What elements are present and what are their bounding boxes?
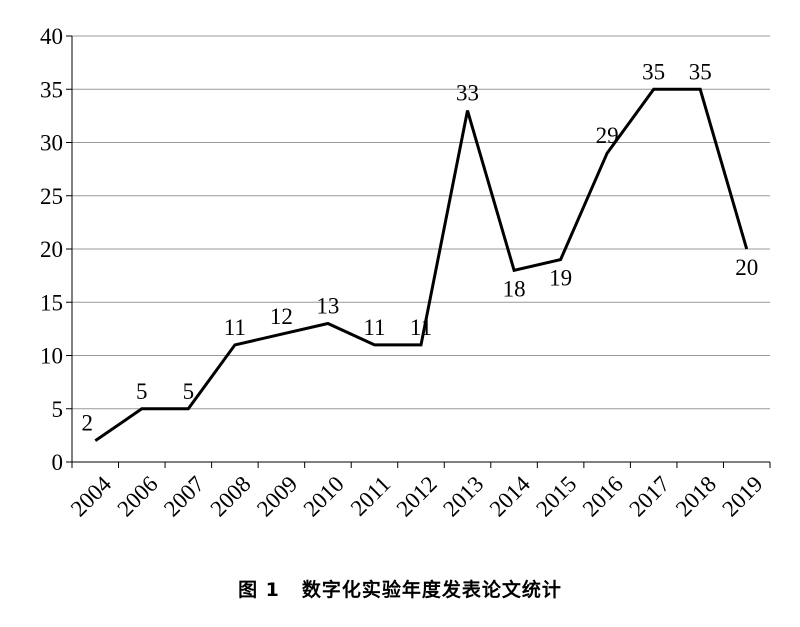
ytick-label-15: 15 [40, 290, 63, 315]
series-line [94, 87, 749, 442]
ytick-label-40: 40 [40, 24, 63, 49]
grid-lines [72, 35, 770, 410]
ytick-label-25: 25 [40, 184, 63, 209]
xtick-label-2015: 2015 [531, 471, 581, 521]
xtick-label-2011: 2011 [346, 471, 396, 521]
xtick-label-2018: 2018 [671, 471, 721, 521]
data-label-2016: 29 [596, 123, 619, 148]
line-chart: 0 5 10 15 20 25 30 35 40 2004 2006 2007 2008 2009 201… [40, 24, 771, 522]
ytick-label-5: 5 [52, 397, 64, 422]
figure-number: 图 1 [238, 579, 280, 601]
data-label-2019: 20 [735, 255, 758, 280]
xtick-label-2004: 2004 [66, 471, 117, 522]
data-label-2008: 11 [224, 315, 246, 340]
ytick-label-10: 10 [40, 344, 63, 369]
xtick-label-2017: 2017 [624, 471, 674, 521]
data-labels: 2 5 5 11 12 13 11 11 33 18 19 29 35 35 20 [82, 59, 759, 435]
data-label-2018: 35 [689, 59, 712, 84]
ytick-label-30: 30 [40, 131, 63, 156]
data-label-2010: 13 [316, 294, 339, 319]
data-label-2014: 18 [503, 276, 526, 301]
xtick-label-2006: 2006 [112, 471, 162, 521]
data-label-2011: 11 [363, 315, 385, 340]
xtick-label-2012: 2012 [392, 471, 442, 521]
y-tick-labels: 0 5 10 15 20 25 30 35 40 [40, 24, 63, 475]
figure-caption-text: 数字化实验年度发表论文统计 [301, 579, 562, 601]
xtick-label-2016: 2016 [578, 471, 628, 521]
data-label-2006: 5 [136, 379, 148, 404]
xtick-label-2013: 2013 [438, 471, 488, 521]
x-tick-labels: 2004200620072008200920102011201220132014… [66, 471, 768, 522]
ytick-label-35: 35 [40, 77, 63, 102]
data-label-2013: 33 [456, 81, 479, 106]
ytick-label-20: 20 [40, 237, 63, 262]
data-label-2012: 11 [410, 315, 432, 340]
figure-caption: 图 1 数字化实验年度发表论文统计 [0, 575, 800, 602]
xtick-label-2014: 2014 [485, 471, 536, 522]
axes [66, 35, 771, 468]
xtick-label-2010: 2010 [299, 471, 349, 521]
data-label-2009: 12 [270, 304, 293, 329]
xtick-label-2019: 2019 [717, 471, 767, 521]
xtick-label-2007: 2007 [159, 471, 209, 521]
data-label-2017: 35 [642, 59, 665, 84]
data-label-2007: 5 [183, 379, 195, 404]
xtick-label-2008: 2008 [206, 471, 256, 521]
ytick-label-0: 0 [52, 450, 64, 475]
xtick-label-2009: 2009 [252, 471, 302, 521]
data-label-2004: 2 [82, 411, 94, 436]
data-label-2015: 19 [549, 266, 572, 291]
